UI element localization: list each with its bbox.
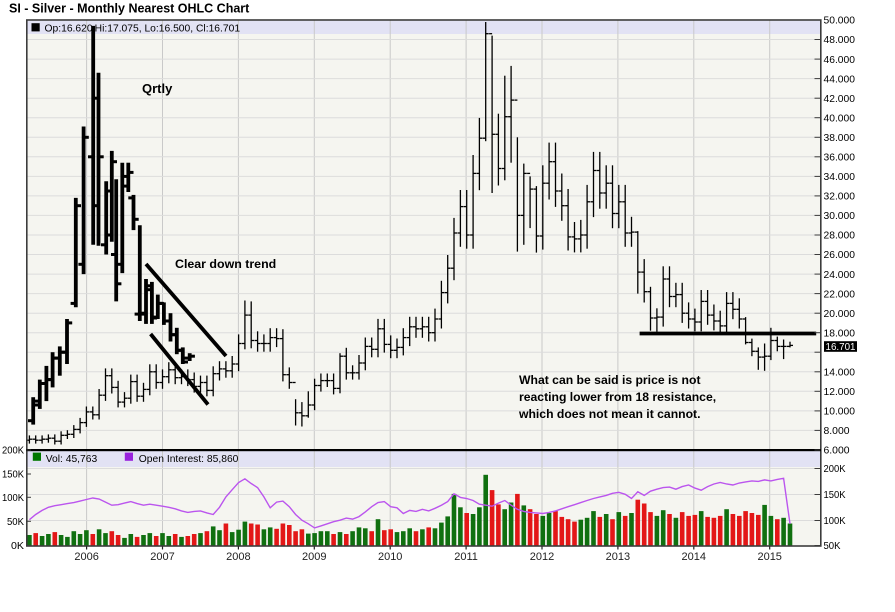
svg-text:2015: 2015 <box>757 551 781 563</box>
svg-text:48.000: 48.000 <box>824 34 856 46</box>
svg-text:2008: 2008 <box>226 551 250 563</box>
svg-text:16.701: 16.701 <box>826 342 856 353</box>
svg-text:Open Interest: 85,860: Open Interest: 85,860 <box>139 454 239 465</box>
svg-text:24.000: 24.000 <box>824 269 856 281</box>
svg-text:26.000: 26.000 <box>824 249 856 261</box>
svg-text:14.000: 14.000 <box>824 367 856 379</box>
svg-text:20.000: 20.000 <box>824 308 856 320</box>
svg-text:SI - Silver - Monthly Nearest: SI - Silver - Monthly Nearest OHLC Chart <box>9 2 250 16</box>
svg-text:44.000: 44.000 <box>824 73 856 85</box>
svg-text:100K: 100K <box>2 492 24 504</box>
svg-text:Vol: 45,763: Vol: 45,763 <box>46 454 98 465</box>
svg-text:150K: 150K <box>2 469 24 481</box>
svg-text:2014: 2014 <box>682 551 706 563</box>
svg-text:200K: 200K <box>824 463 846 475</box>
svg-text:34.000: 34.000 <box>824 171 856 183</box>
svg-text:2006: 2006 <box>74 551 98 563</box>
svg-text:10.000: 10.000 <box>824 406 856 418</box>
svg-text:50K: 50K <box>7 516 24 528</box>
svg-text:What can be said is price is n: What can be said is price is not <box>519 373 701 387</box>
svg-text:2013: 2013 <box>606 551 630 563</box>
svg-text:Qrtly: Qrtly <box>142 81 173 96</box>
svg-text:2010: 2010 <box>378 551 402 563</box>
svg-text:which does not mean it cannot.: which does not mean it cannot. <box>518 407 700 421</box>
svg-text:Clear down trend: Clear down trend <box>175 257 276 271</box>
svg-text:150K: 150K <box>824 489 846 501</box>
svg-text:46.000: 46.000 <box>824 54 856 66</box>
svg-text:40.000: 40.000 <box>824 112 856 124</box>
svg-text:36.000: 36.000 <box>824 152 856 164</box>
svg-text:30.000: 30.000 <box>824 210 856 222</box>
svg-text:42.000: 42.000 <box>824 93 856 105</box>
svg-text:2011: 2011 <box>454 551 478 563</box>
svg-text:100K: 100K <box>824 515 846 527</box>
svg-text:8.000: 8.000 <box>824 425 850 437</box>
svg-text:28.000: 28.000 <box>824 230 856 242</box>
svg-text:50.000: 50.000 <box>824 15 856 27</box>
svg-text:6.000: 6.000 <box>824 445 850 457</box>
svg-text:32.000: 32.000 <box>824 191 856 203</box>
svg-text:2009: 2009 <box>302 551 326 563</box>
svg-text:2007: 2007 <box>150 551 174 563</box>
svg-text:200K: 200K <box>2 445 24 457</box>
svg-text:12.000: 12.000 <box>824 386 856 398</box>
svg-text:Op:16.620 Hi:17.075, Lo:16.500: Op:16.620 Hi:17.075, Lo:16.500, Cl:16.70… <box>45 23 241 34</box>
svg-text:38.000: 38.000 <box>824 132 856 144</box>
svg-text:2012: 2012 <box>530 551 554 563</box>
svg-text:reacting lower from 18 resista: reacting lower from 18 resistance, <box>519 390 716 404</box>
svg-text:18.000: 18.000 <box>824 327 856 339</box>
svg-text:22.000: 22.000 <box>824 288 856 300</box>
svg-text:50K: 50K <box>824 540 841 552</box>
svg-text:0K: 0K <box>11 540 24 552</box>
